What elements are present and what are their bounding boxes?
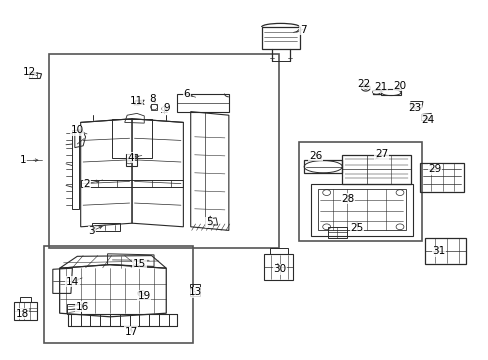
Text: 18: 18 bbox=[15, 309, 29, 319]
Text: 19: 19 bbox=[137, 291, 151, 301]
Text: 20: 20 bbox=[393, 81, 406, 91]
Bar bbox=[49, 54, 278, 248]
Text: 24: 24 bbox=[420, 114, 434, 125]
Text: 21: 21 bbox=[373, 82, 386, 92]
Text: 1: 1 bbox=[20, 155, 27, 165]
Text: 16: 16 bbox=[75, 302, 89, 312]
Text: 31: 31 bbox=[431, 246, 445, 256]
Text: 3: 3 bbox=[88, 226, 95, 236]
Text: 7: 7 bbox=[299, 24, 306, 35]
Text: 8: 8 bbox=[149, 94, 156, 104]
Text: 6: 6 bbox=[183, 89, 190, 99]
Text: 29: 29 bbox=[427, 164, 441, 174]
Text: 14: 14 bbox=[65, 276, 79, 287]
Text: 2: 2 bbox=[83, 179, 90, 189]
Text: 26: 26 bbox=[308, 150, 322, 161]
Text: 25: 25 bbox=[349, 222, 363, 233]
Text: 30: 30 bbox=[273, 264, 285, 274]
Text: 12: 12 bbox=[22, 67, 36, 77]
Text: 13: 13 bbox=[188, 287, 202, 297]
Text: 9: 9 bbox=[163, 103, 169, 113]
Text: 27: 27 bbox=[374, 149, 387, 159]
Text: 10: 10 bbox=[71, 125, 83, 135]
Bar bbox=[44, 246, 193, 343]
Text: 28: 28 bbox=[341, 194, 354, 204]
Text: 22: 22 bbox=[357, 78, 370, 89]
Text: 17: 17 bbox=[124, 327, 138, 337]
Bar bbox=[299, 142, 421, 241]
Text: 5: 5 bbox=[205, 217, 212, 228]
Text: 11: 11 bbox=[129, 96, 142, 106]
Text: 23: 23 bbox=[407, 103, 421, 113]
Text: 4: 4 bbox=[127, 153, 134, 163]
Text: 15: 15 bbox=[132, 258, 146, 269]
